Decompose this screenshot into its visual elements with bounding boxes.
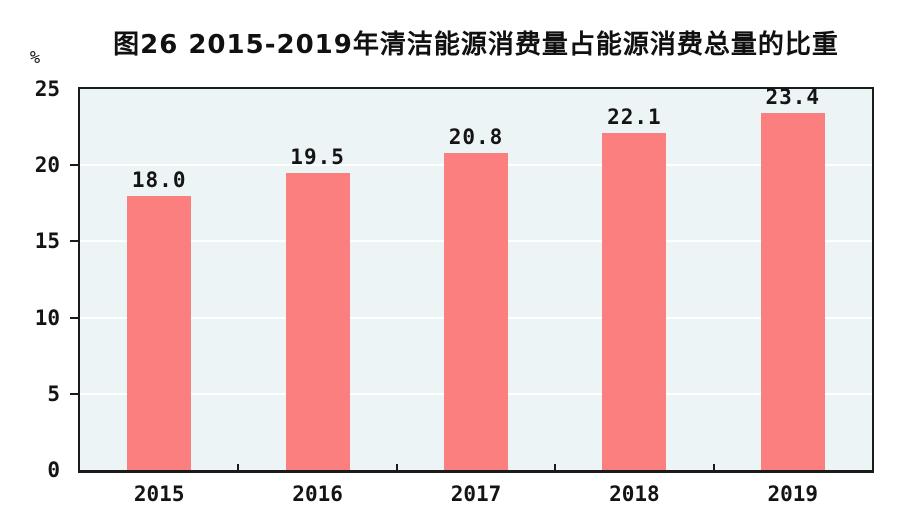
bar-2015 — [127, 195, 192, 470]
bar-value-label-2019: 23.4 — [765, 85, 821, 110]
x-tick-label-2018: 2018 — [609, 482, 660, 506]
bar-2018 — [602, 133, 667, 470]
x-tick-mark-1 — [237, 464, 240, 470]
y-tick-label-15: 15 — [34, 229, 60, 254]
y-tick-label-10: 10 — [34, 305, 60, 330]
y-tick-mark-10 — [70, 316, 79, 319]
x-tick-label-2019: 2019 — [767, 482, 819, 506]
x-tick-mark-4 — [712, 464, 715, 470]
x-tick-label-2017: 2017 — [450, 482, 502, 506]
bar-value-label-2016: 19.5 — [290, 144, 345, 169]
y-tick-label-0: 0 — [47, 458, 60, 482]
y-tick-mark-20 — [70, 164, 79, 167]
x-tick-mark-2 — [395, 464, 398, 470]
y-tick-mark-15 — [70, 240, 79, 243]
bar-value-label-2015: 18.0 — [131, 167, 187, 192]
y-axis-unit-label: % — [29, 48, 41, 68]
chart-title: 图26 2015-2019年清洁能源消费量占能源消费总量的比重 — [113, 30, 839, 60]
y-tick-label-5: 5 — [47, 381, 60, 406]
bar-2017 — [444, 153, 508, 470]
x-tick-label-2016: 2016 — [292, 482, 343, 506]
x-tick-label-2015: 2015 — [133, 482, 185, 506]
bar-2019 — [760, 113, 825, 470]
bar-2016 — [285, 172, 350, 470]
y-tick-label-25: 25 — [34, 77, 60, 101]
bar-value-label-2017: 20.8 — [448, 125, 504, 149]
y-tick-mark-5 — [70, 392, 79, 395]
y-tick-label-20: 20 — [34, 153, 60, 178]
plot-area: 18.0 19.5 20.8 22.1 23.4 — [78, 85, 874, 473]
bar-value-label-2018: 22.1 — [607, 105, 662, 130]
x-tick-mark-3 — [554, 464, 557, 470]
